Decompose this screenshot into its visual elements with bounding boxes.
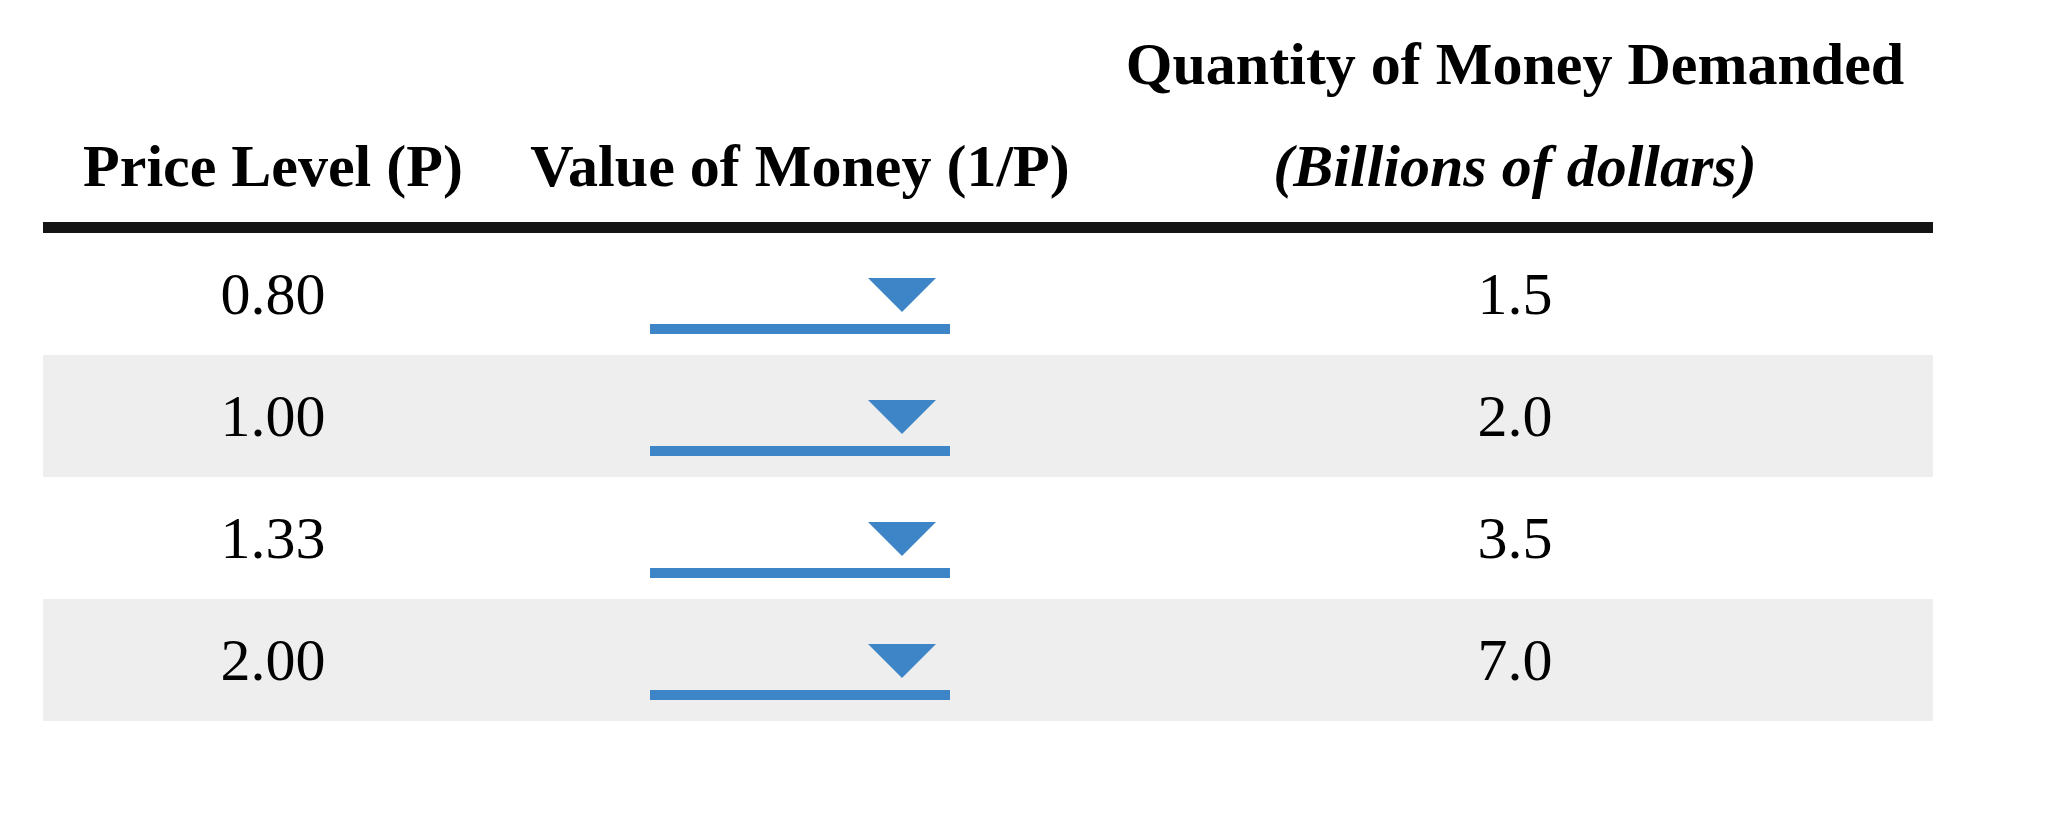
- dropdown-arrow-icon[interactable]: [868, 644, 936, 678]
- value-of-money-select[interactable]: [650, 233, 950, 355]
- quantity-demanded-value: 2.0: [1097, 355, 1933, 477]
- table-row: 1.33 3.5: [43, 477, 1933, 599]
- dropdown-arrow-icon[interactable]: [868, 400, 936, 434]
- value-of-money-cell: [503, 599, 1097, 721]
- table-row: 2.00 7.0: [43, 599, 1933, 721]
- quantity-demanded-value: 1.5: [1097, 233, 1933, 355]
- value-of-money-cell: [503, 355, 1097, 477]
- dropdown-arrow-icon[interactable]: [868, 278, 936, 312]
- select-underline: [650, 446, 950, 456]
- header-divider-rule: [43, 222, 1933, 233]
- select-underline: [650, 324, 950, 334]
- quantity-demanded-value: 3.5: [1097, 477, 1933, 599]
- select-underline: [650, 568, 950, 578]
- value-of-money-cell: [503, 477, 1097, 599]
- money-demand-schedule-table: Quantity of Money Demanded Price Level (…: [0, 0, 2046, 832]
- value-of-money-select[interactable]: [650, 599, 950, 721]
- price-level-value: 1.33: [43, 477, 503, 599]
- select-underline: [650, 690, 950, 700]
- price-level-value: 0.80: [43, 233, 503, 355]
- value-of-money-cell: [503, 233, 1097, 355]
- price-level-value: 2.00: [43, 599, 503, 721]
- value-of-money-select[interactable]: [650, 477, 950, 599]
- value-of-money-select[interactable]: [650, 355, 950, 477]
- table-row: 0.80 1.5: [43, 233, 1933, 355]
- price-level-value: 1.00: [43, 355, 503, 477]
- table-row: 1.00 2.0: [43, 355, 1933, 477]
- quantity-demanded-value: 7.0: [1097, 599, 1933, 721]
- column-header-price-level: Price Level (P): [43, 130, 503, 202]
- dropdown-arrow-icon[interactable]: [868, 522, 936, 556]
- column-header-quantity-units: (Billions of dollars): [1097, 130, 1933, 202]
- column-header-value-of-money: Value of Money (1/P): [503, 130, 1097, 202]
- column-header-quantity-of-money-demanded: Quantity of Money Demanded: [1097, 28, 1933, 100]
